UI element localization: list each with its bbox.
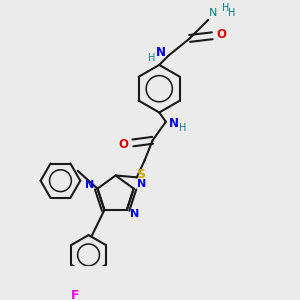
Text: N: N xyxy=(209,8,218,18)
Text: H: H xyxy=(222,3,229,13)
Text: N: N xyxy=(130,209,139,219)
Text: H: H xyxy=(148,53,156,63)
Text: N: N xyxy=(136,179,146,189)
Text: N: N xyxy=(169,117,179,130)
Text: N: N xyxy=(85,181,95,190)
Text: F: F xyxy=(71,290,80,300)
Text: N: N xyxy=(156,46,166,59)
Text: H: H xyxy=(179,123,187,134)
Text: S: S xyxy=(136,168,145,181)
Text: O: O xyxy=(118,138,128,151)
Text: H: H xyxy=(228,8,236,18)
Text: O: O xyxy=(216,28,226,41)
